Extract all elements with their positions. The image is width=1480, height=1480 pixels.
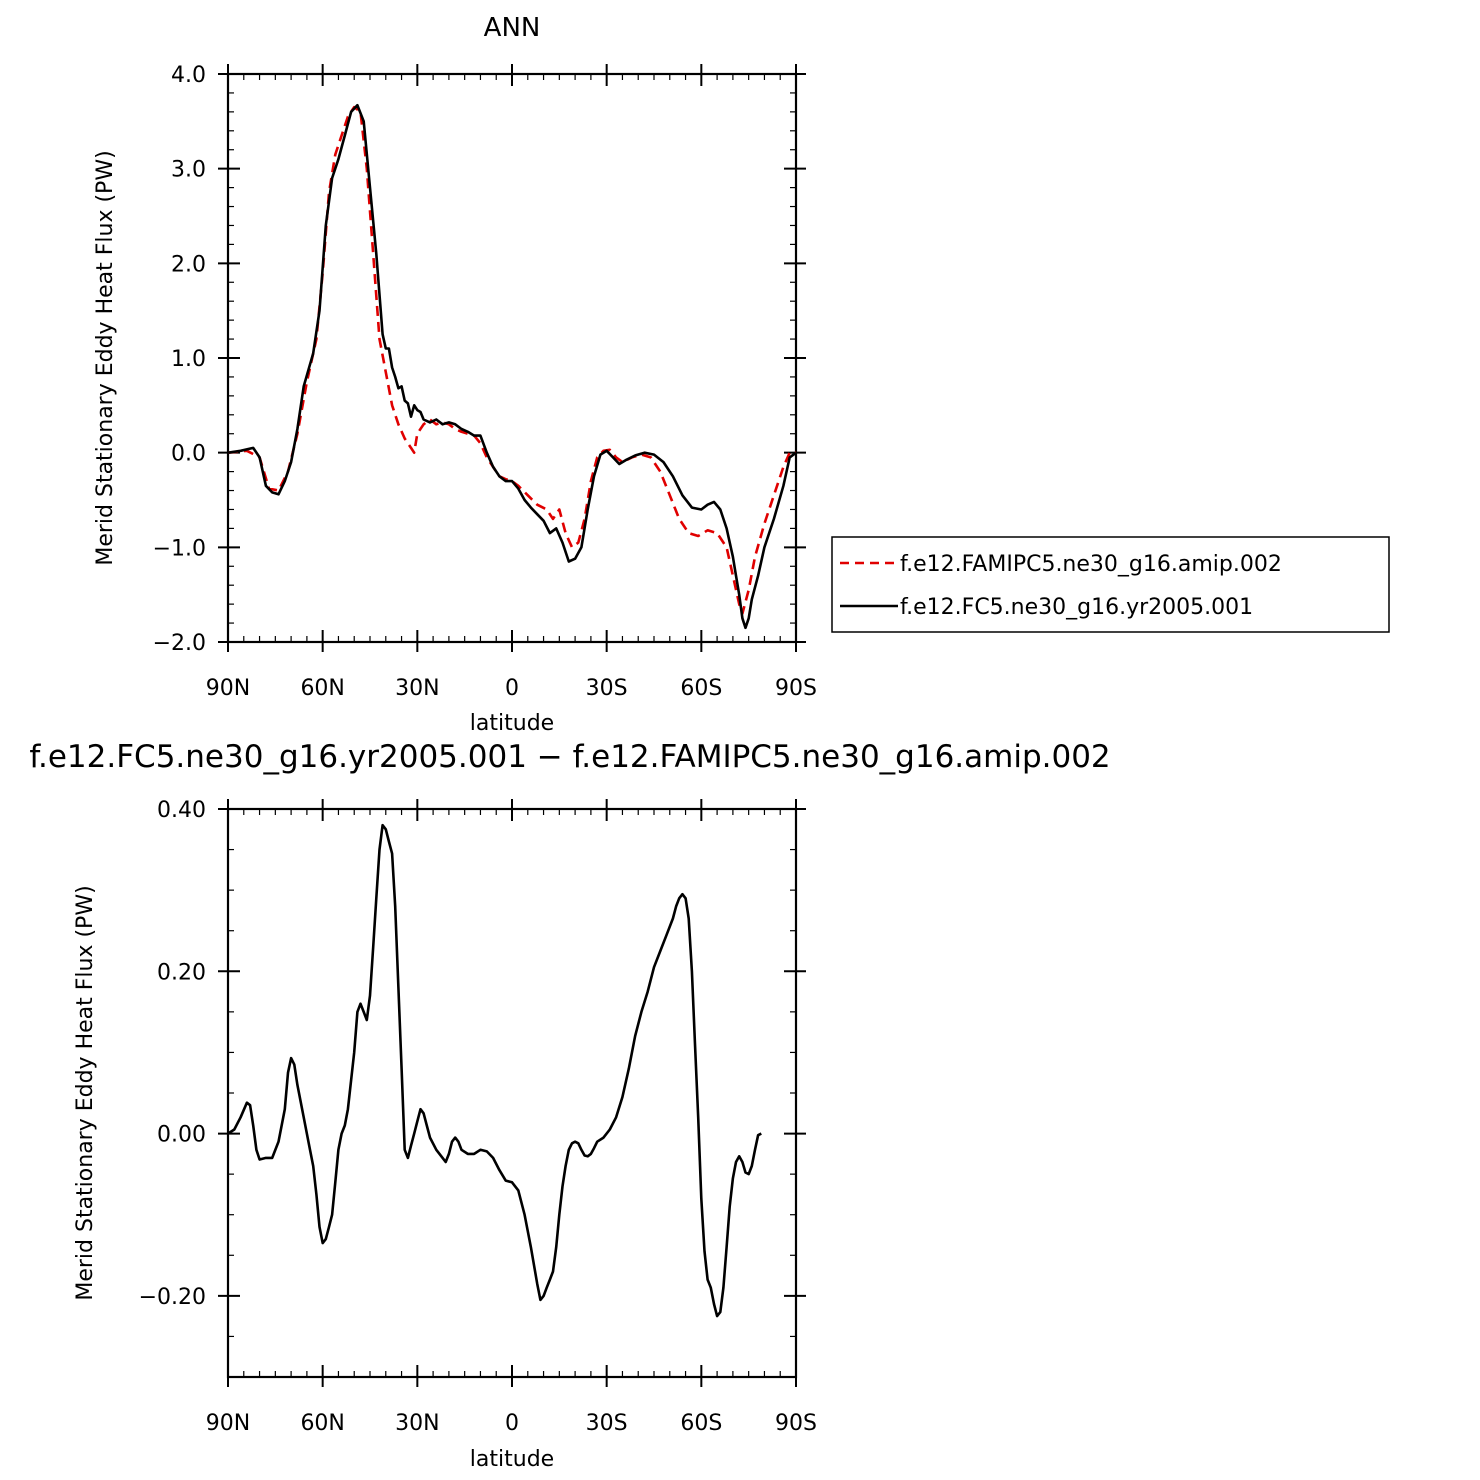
series-line-0 (228, 823, 762, 1318)
series-line-0 (228, 105, 796, 615)
y-tick-label: 0.40 (157, 798, 206, 823)
x-tick-label: 30S (586, 676, 628, 701)
x-tick-label: 60S (680, 676, 722, 701)
y-tick-label: 0.00 (157, 1123, 206, 1148)
y-tick-label: −1.0 (153, 536, 206, 561)
y-tick-label: 3.0 (171, 158, 206, 183)
x-axis-label: latitude (470, 711, 554, 736)
x-tick-label: 60N (300, 676, 344, 701)
y-axis-label: Merid Stationary Eddy Heat Flux (PW) (73, 885, 98, 1300)
x-tick-label: 0 (505, 1411, 519, 1436)
bottom-chart: 0.40 0.20 0.00 −0.20 90N 60N 30N 0 30S 60S 90S f.e1… (29, 739, 1110, 1472)
y-tick-label: 0.0 (171, 442, 206, 467)
y-tick-label: −0.20 (139, 1285, 206, 1310)
x-tick-label: 90N (206, 1411, 250, 1436)
x-tick-label: 60N (300, 1411, 344, 1436)
chart-title: ANN (484, 13, 541, 43)
y-axis-label: Merid Stationary Eddy Heat Flux (PW) (93, 150, 118, 565)
x-tick-label: 30N (395, 1411, 439, 1436)
legend-label-amip: f.e12.FAMIPC5.ne30_g16.amip.002 (900, 552, 1282, 577)
x-tick-label: 30N (395, 676, 439, 701)
chart-title: f.e12.FC5.ne30_g16.yr2005.001 − f.e12.FA… (29, 739, 1110, 775)
y-tick-label: 2.0 (171, 252, 206, 277)
y-tick-label: 0.20 (157, 960, 206, 985)
x-tick-label: 90N (206, 676, 250, 701)
series-line-1 (228, 103, 796, 630)
x-tick-label: 90S (775, 676, 817, 701)
x-tick-label: 0 (505, 676, 519, 701)
y-tick-label: −2.0 (153, 631, 206, 656)
legend-label-fc5: f.e12.FC5.ne30_g16.yr2005.001 (900, 595, 1253, 620)
x-tick-label: 60S (680, 1411, 722, 1436)
legend: f.e12.FAMIPC5.ne30_g16.amip.002 f.e12.FC… (831, 536, 1390, 633)
y-tick-label: 4.0 (171, 63, 206, 88)
legend-box (831, 536, 1390, 633)
x-axis-label: latitude (470, 1447, 554, 1472)
x-tick-label: 90S (775, 1411, 817, 1436)
x-tick-label: 30S (586, 1411, 628, 1436)
y-tick-label: 1.0 (171, 347, 206, 372)
